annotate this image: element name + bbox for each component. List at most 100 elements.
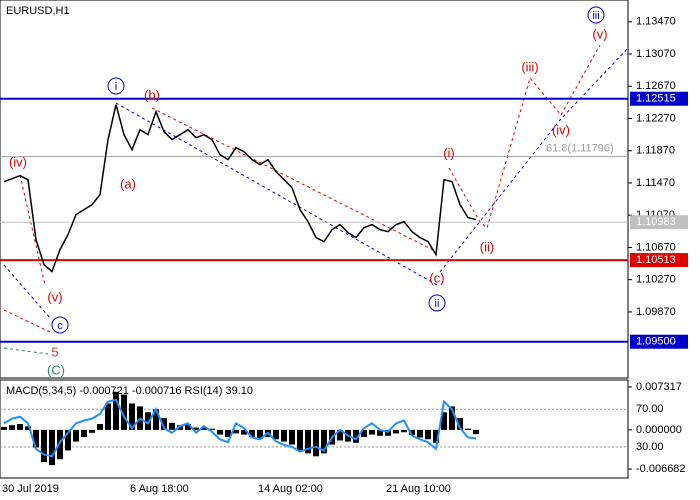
macd-bar	[105, 403, 111, 430]
price-panel	[0, 0, 629, 379]
macd-bar	[129, 403, 135, 430]
wave-label: (b)	[144, 87, 160, 102]
wave-label: (i)	[443, 145, 455, 160]
y-tick-label: 1.09870	[636, 306, 676, 318]
rsi-line	[3, 398, 477, 458]
level-text: 61.8(1.11796)	[546, 143, 614, 155]
red-left-line-2	[3, 309, 51, 333]
macd-bar	[257, 429, 263, 439]
macd-bar	[25, 426, 31, 430]
macd-bar	[185, 424, 191, 430]
macd-bar	[321, 429, 327, 454]
macd-bar	[161, 418, 167, 430]
macd-bar	[201, 426, 207, 430]
y2-tick-label: 30.00	[636, 441, 664, 453]
macd-bar	[441, 412, 447, 430]
wave-label: iii	[592, 10, 599, 22]
macd-bar	[273, 429, 279, 440]
macd-bar	[209, 428, 215, 430]
macd-bar	[49, 429, 55, 466]
x-tick-label: 21 Aug 10:00	[386, 483, 451, 495]
macd-bar	[73, 429, 79, 442]
macd-bar	[193, 427, 199, 430]
macd-bar	[449, 406, 455, 430]
wave-circle	[428, 294, 446, 312]
wave-label: (C)	[47, 362, 65, 377]
y-tick-label: 1.11870	[636, 145, 675, 157]
wave-label: ii	[435, 298, 440, 310]
macd-bar	[57, 429, 63, 460]
y2-tick-label: 70.00	[636, 403, 664, 415]
wave-label: (iii)	[521, 59, 538, 74]
macd-bar	[241, 429, 247, 435]
wave-label: (c)	[429, 270, 444, 285]
indicator-title: MACD(5,34,5) -0.000721 -0.000716 RSI(14)…	[6, 385, 253, 397]
macd-bar	[377, 429, 383, 436]
macd-bar	[313, 429, 319, 457]
y-tick-label: 0.000000	[636, 424, 682, 436]
wave-label: (ii)	[480, 239, 494, 254]
macd-bar	[281, 429, 287, 442]
macd-bar	[153, 409, 159, 430]
macd-bar	[233, 429, 239, 434]
chart-title: EURUSD,H1	[6, 5, 70, 17]
level-label-box	[630, 91, 688, 106]
macd-bar	[401, 429, 407, 433]
wave-circle	[587, 6, 605, 24]
macd-bar	[217, 429, 223, 435]
wave-circle	[51, 316, 69, 334]
macd-bar	[1, 426, 7, 430]
y-tick-label: 1.10670	[636, 241, 676, 253]
macd-bar	[97, 424, 103, 430]
x-tick-label: 6 Aug 18:00	[130, 483, 189, 495]
macd-bar	[9, 425, 15, 430]
macd-bar	[113, 391, 119, 430]
macd-bar	[393, 429, 399, 434]
macd-bar	[305, 429, 311, 454]
macd-bar	[433, 429, 439, 443]
macd-bar	[417, 429, 423, 438]
level-label-box	[630, 334, 688, 349]
wave-guides	[3, 44, 629, 355]
macd-bar	[249, 429, 255, 437]
red-wave-line	[151, 107, 438, 253]
x-tick-label: 14 Aug 02:00	[258, 483, 323, 495]
macd-bar	[65, 429, 71, 451]
macd-bar	[121, 394, 127, 430]
macd-bar	[289, 429, 295, 445]
blue-left-line	[3, 264, 51, 319]
macd-bar	[361, 429, 367, 437]
level-label-box	[630, 253, 688, 268]
y-tick-label: 1.11470	[636, 177, 675, 189]
macd-bar	[353, 429, 359, 443]
green-left-line	[3, 347, 49, 355]
macd-bar	[89, 429, 95, 433]
y-tick-label: -0.006682	[636, 463, 686, 475]
macd-bar	[337, 429, 343, 441]
macd-bar	[457, 418, 463, 430]
macd-bar	[369, 429, 375, 435]
level-label: 1.12515	[636, 93, 676, 105]
macd-bar	[145, 412, 151, 430]
y-tick-label: 1.13070	[636, 48, 676, 60]
wave-label: (v)	[47, 289, 62, 304]
price-line	[3, 104, 477, 273]
y-tick-label: 1.12670	[636, 80, 676, 92]
macd-bar	[473, 429, 479, 435]
wave-label: c	[57, 320, 63, 332]
level-label: 1.10983	[636, 216, 676, 228]
wave-circle	[107, 77, 125, 95]
level-label: 1.10513	[636, 254, 676, 266]
macd-bar	[297, 429, 303, 451]
red-forecast	[448, 44, 601, 229]
wave-label: i	[115, 81, 117, 93]
red-left-line	[19, 174, 46, 286]
x-tick-label: 30 Jul 2019	[2, 483, 59, 495]
macd-bar	[465, 428, 471, 430]
macd-bar	[409, 429, 415, 436]
wave-label: (a)	[120, 176, 136, 191]
blue-wave-line	[115, 102, 438, 286]
y-tick-label: 1.13470	[636, 16, 676, 28]
wave-label: 5	[51, 344, 58, 359]
